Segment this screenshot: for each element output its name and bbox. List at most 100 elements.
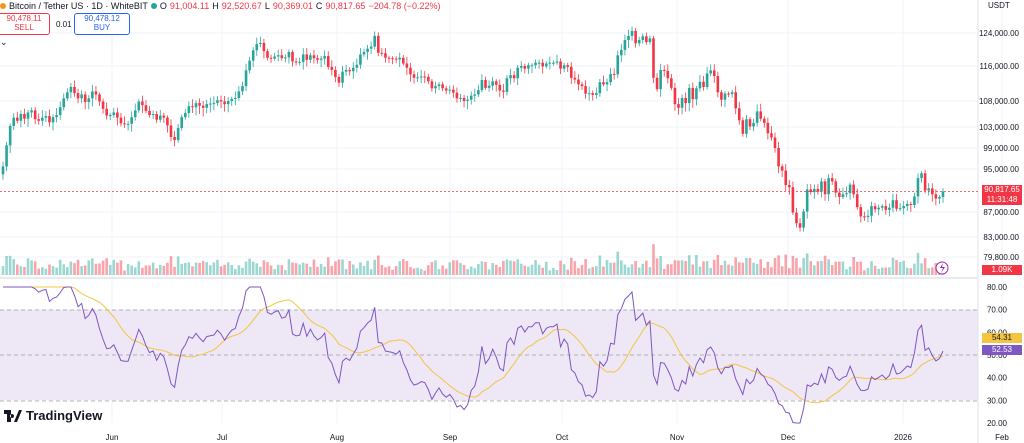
volume-bar [677, 260, 680, 275]
time-axis[interactable]: Jun Jul Aug Sep Oct Nov Dec 2026 Feb [106, 433, 1010, 442]
candle-body [326, 56, 330, 67]
tradingview-logo[interactable]: TradingView [4, 408, 102, 423]
volume-bar [255, 263, 259, 275]
volume-bar [44, 268, 48, 275]
rsi-axis[interactable]: 80.00 70.00 60.00 50.00 40.00 30.00 20.00 [987, 283, 1008, 428]
candle-body [62, 98, 66, 108]
candle-body [226, 101, 230, 105]
symbol-title[interactable]: Bitcoin / Tether US · 1D · WhiteBIT [9, 1, 148, 11]
volume-bar [709, 268, 712, 275]
candle-body [155, 114, 158, 120]
volume-bar [745, 258, 748, 275]
volume-bar [62, 264, 66, 275]
candle-body [830, 178, 834, 182]
volume-bar [730, 265, 734, 275]
candle-body [69, 87, 73, 93]
candle-body [105, 108, 108, 116]
candle-body [623, 40, 627, 50]
candle-body [527, 65, 530, 69]
candle-body [191, 106, 194, 108]
price-tick-label: 99,000.00 [983, 144, 1019, 153]
candle-body [112, 112, 116, 116]
volume-bar [387, 266, 391, 275]
volume-bar [552, 268, 555, 275]
sell-label: SELL [14, 23, 34, 32]
candle-body [416, 77, 419, 79]
volume-bar [723, 260, 727, 275]
volume-bar [652, 244, 655, 275]
candle-body [130, 117, 133, 124]
volume-bar [870, 261, 873, 275]
volume-bar [519, 263, 523, 275]
candle-body [305, 54, 309, 60]
volume-bar [573, 261, 577, 275]
price-tick-label: 116,000.00 [980, 62, 1020, 71]
candle-body [309, 55, 312, 60]
rsi-tick-label: 70.00 [987, 306, 1008, 315]
candle-body [913, 196, 916, 206]
volume-bar [355, 268, 359, 275]
volume-bar [487, 269, 491, 275]
candle-body [827, 178, 830, 195]
volume-bar [634, 260, 637, 275]
last-price-tag: 90,817.65 11:31:48 [982, 185, 1022, 205]
volume-bar [509, 260, 512, 275]
candle-body [848, 184, 852, 194]
collapse-chevron-icon[interactable]: ⌄ [0, 37, 8, 47]
last-price-value: 90,817.65 [984, 185, 1020, 194]
volume-bar [791, 255, 795, 275]
volume-bar [444, 268, 448, 275]
candle-body [620, 49, 623, 56]
rsi-line [3, 286, 944, 424]
candle-body [648, 38, 652, 43]
candle-body [684, 97, 687, 104]
volume-bar [473, 268, 477, 275]
candle-body [898, 208, 902, 210]
volume-bar [369, 269, 373, 275]
buy-label: BUY [93, 23, 111, 32]
volume-bar [559, 260, 562, 275]
candle-body [180, 117, 184, 129]
candle-body [141, 101, 144, 106]
candle-body [480, 80, 484, 91]
sell-button[interactable]: 90,478.11 SELL [0, 13, 50, 35]
volume-bar [491, 263, 494, 275]
candle-body [248, 60, 251, 71]
volume-bar [877, 268, 880, 275]
volume-bar [673, 260, 677, 275]
time-tick-label: Nov [670, 433, 684, 442]
candle-body [652, 38, 655, 78]
volume-bar [580, 264, 584, 275]
volume-bar [916, 252, 920, 275]
candle-body [298, 61, 301, 63]
candle-body [516, 67, 519, 79]
candle-body [94, 91, 98, 95]
buy-button[interactable]: 90,478.12 BUY [74, 13, 130, 35]
candle-body [441, 84, 444, 89]
candle-body [605, 82, 609, 85]
candle-body [712, 70, 716, 77]
volume-bar [94, 263, 98, 275]
volume-bar [566, 269, 570, 275]
volume-bar [687, 255, 691, 275]
candle-body [187, 106, 191, 113]
volume-bar [498, 266, 502, 275]
volume-bar [237, 265, 241, 275]
price-axis[interactable]: 124,000.00 116,000.00 108,000.00 103,000.00… [979, 29, 1020, 262]
candle-body [80, 94, 83, 99]
candle-body [741, 120, 745, 134]
candle-body [512, 75, 516, 79]
candle-body [301, 54, 305, 62]
volume-bar [541, 267, 544, 275]
high-label: H [212, 1, 219, 11]
candle-body [230, 98, 234, 101]
candle-body [183, 112, 187, 118]
volume-bar [209, 265, 212, 275]
candle-body [376, 35, 380, 53]
volume-bar [169, 256, 173, 275]
volume-bar [398, 261, 402, 275]
candle-body [384, 53, 387, 58]
volume-bar [12, 259, 16, 275]
volume-bar [223, 264, 226, 275]
